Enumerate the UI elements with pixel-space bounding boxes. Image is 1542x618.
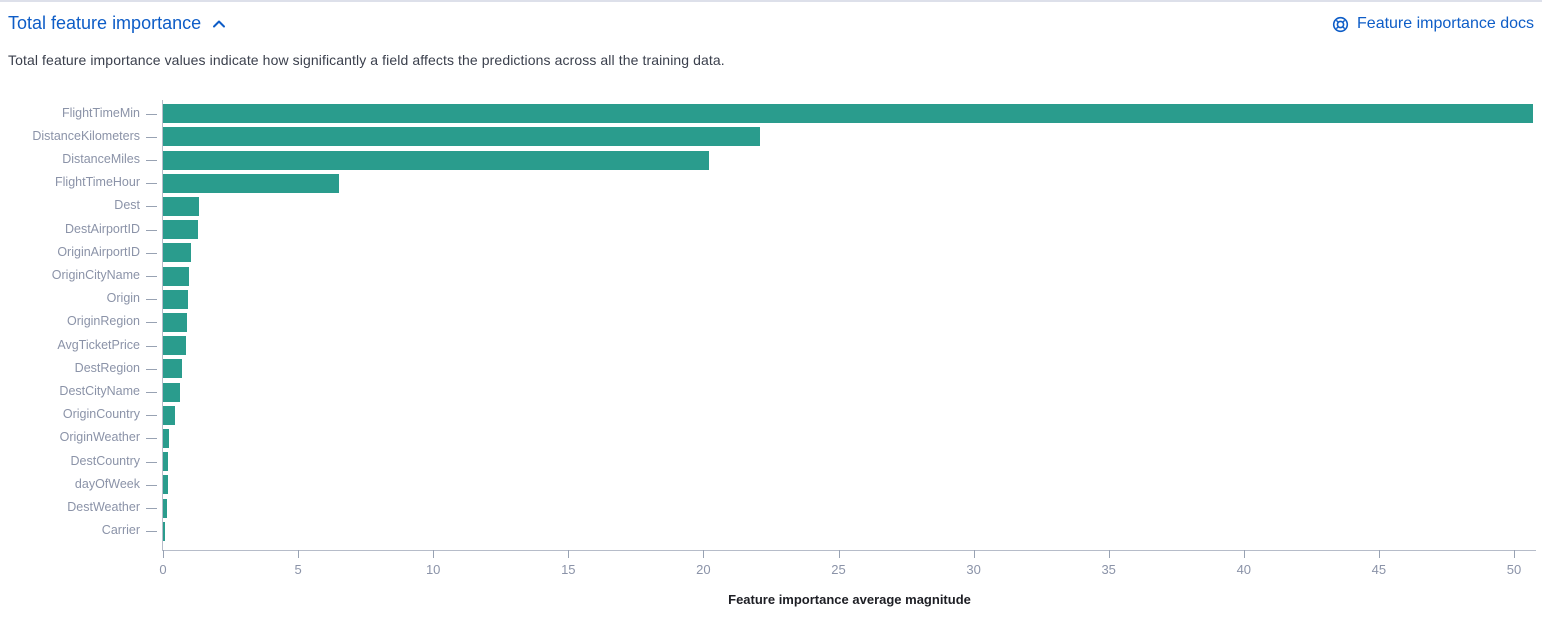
y-axis-tick bbox=[146, 113, 157, 115]
y-axis-tick bbox=[146, 299, 157, 301]
y-axis-category-label: DistanceKilometers bbox=[32, 128, 140, 143]
y-axis-tick bbox=[146, 160, 157, 161]
section-description: Total feature importance values indicate… bbox=[8, 52, 725, 68]
y-axis-line bbox=[162, 100, 163, 550]
y-axis-category-label: DestCountry bbox=[70, 453, 140, 468]
y-axis-tick bbox=[146, 136, 157, 138]
y-axis-tick bbox=[146, 345, 157, 347]
y-axis-category-label: DestRegion bbox=[74, 360, 140, 375]
y-axis-category-label: DistanceMiles bbox=[62, 152, 140, 166]
x-axis-tick bbox=[163, 550, 164, 558]
x-axis-tick-label: 5 bbox=[294, 562, 302, 577]
y-axis-tick bbox=[146, 531, 157, 533]
y-axis-category-label: DestWeather bbox=[67, 500, 140, 514]
bar[interactable] bbox=[163, 220, 199, 240]
bar[interactable] bbox=[163, 382, 180, 402]
y-axis-tick bbox=[146, 438, 157, 440]
y-axis-tick bbox=[146, 508, 157, 509]
y-axis-category-label: DestCityName bbox=[59, 384, 140, 398]
x-axis-tick bbox=[1514, 550, 1515, 558]
bar[interactable] bbox=[163, 498, 167, 518]
x-axis-title: Feature importance average magnitude bbox=[728, 592, 971, 607]
x-axis-tick-label: 40 bbox=[1236, 562, 1252, 577]
bar[interactable] bbox=[163, 150, 709, 170]
x-axis-tick-label: 0 bbox=[159, 562, 167, 577]
y-axis-category-label: OriginCityName bbox=[51, 268, 140, 282]
y-axis-category-label: OriginAirportID bbox=[57, 244, 140, 259]
x-axis-line bbox=[162, 550, 1536, 551]
bar[interactable] bbox=[163, 196, 200, 216]
y-axis-tick bbox=[146, 206, 157, 208]
x-axis-tick-label: 45 bbox=[1371, 562, 1387, 577]
section-collapse-toggle[interactable]: Total feature importance bbox=[8, 13, 227, 34]
x-axis-tick bbox=[568, 550, 570, 558]
x-axis-tick bbox=[1108, 550, 1110, 558]
x-axis-tick bbox=[973, 550, 975, 558]
y-axis-tick bbox=[146, 415, 157, 417]
bar[interactable] bbox=[163, 289, 189, 309]
x-axis-tick-label: 35 bbox=[1101, 562, 1116, 577]
x-axis-tick bbox=[433, 550, 435, 558]
bar[interactable] bbox=[163, 428, 169, 448]
help-lifering-icon bbox=[1332, 16, 1349, 33]
x-axis-tick-label: 30 bbox=[966, 562, 981, 577]
bar[interactable] bbox=[163, 475, 168, 495]
y-axis-category-label: DestAirportID bbox=[64, 221, 140, 236]
bar[interactable] bbox=[163, 359, 182, 379]
x-axis-tick bbox=[1378, 550, 1380, 558]
y-axis-tick bbox=[146, 368, 157, 370]
x-axis-tick-label: 20 bbox=[696, 562, 711, 577]
x-axis-tick-label: 15 bbox=[561, 562, 576, 577]
bar[interactable] bbox=[163, 452, 169, 472]
bar[interactable] bbox=[163, 127, 761, 147]
bar[interactable] bbox=[163, 173, 339, 193]
y-axis-category-label: AvgTicketPrice bbox=[57, 337, 140, 352]
y-axis-category-label: OriginWeather bbox=[59, 430, 140, 445]
bar[interactable] bbox=[163, 312, 187, 332]
y-axis-tick bbox=[146, 276, 157, 277]
panel-top-border bbox=[0, 0, 1542, 2]
y-axis-tick bbox=[146, 183, 157, 185]
y-axis-tick bbox=[146, 392, 157, 393]
y-axis-tick bbox=[146, 322, 157, 324]
y-axis-tick bbox=[146, 252, 157, 254]
bar[interactable] bbox=[163, 104, 1533, 124]
section-title: Total feature importance bbox=[8, 13, 202, 33]
x-axis-tick bbox=[298, 550, 300, 558]
bar[interactable] bbox=[163, 243, 192, 263]
chevron-up-icon[interactable] bbox=[211, 16, 227, 32]
y-axis-category-label: Carrier bbox=[101, 523, 140, 538]
bar[interactable] bbox=[163, 405, 175, 425]
x-axis-tick bbox=[703, 550, 705, 558]
y-axis-tick bbox=[146, 484, 157, 486]
y-axis-category-label: Origin bbox=[106, 291, 140, 306]
bar[interactable] bbox=[163, 521, 165, 541]
x-axis-tick bbox=[838, 550, 840, 558]
bar[interactable] bbox=[163, 336, 186, 356]
x-axis-tick bbox=[1243, 550, 1245, 558]
feature-importance-docs-label: Feature importance docs bbox=[1357, 15, 1534, 32]
x-axis-tick-label: 50 bbox=[1506, 562, 1522, 577]
feature-importance-docs-link[interactable]: Feature importance docs bbox=[1332, 15, 1534, 33]
y-axis-tick bbox=[146, 229, 157, 231]
y-axis-category-label: Dest bbox=[114, 198, 140, 213]
y-axis-tick bbox=[146, 461, 157, 463]
bar[interactable] bbox=[163, 266, 189, 286]
y-axis-category-label: FlightTimeMin bbox=[61, 105, 140, 120]
y-axis-category-label: FlightTimeHour bbox=[55, 175, 140, 190]
y-axis-category-label: OriginCountry bbox=[62, 407, 140, 422]
x-axis-tick-label: 25 bbox=[831, 562, 846, 577]
y-axis-category-label: OriginRegion bbox=[67, 314, 140, 329]
y-axis-category-label: dayOfWeek bbox=[74, 476, 140, 491]
x-axis-tick-label: 10 bbox=[425, 562, 441, 577]
